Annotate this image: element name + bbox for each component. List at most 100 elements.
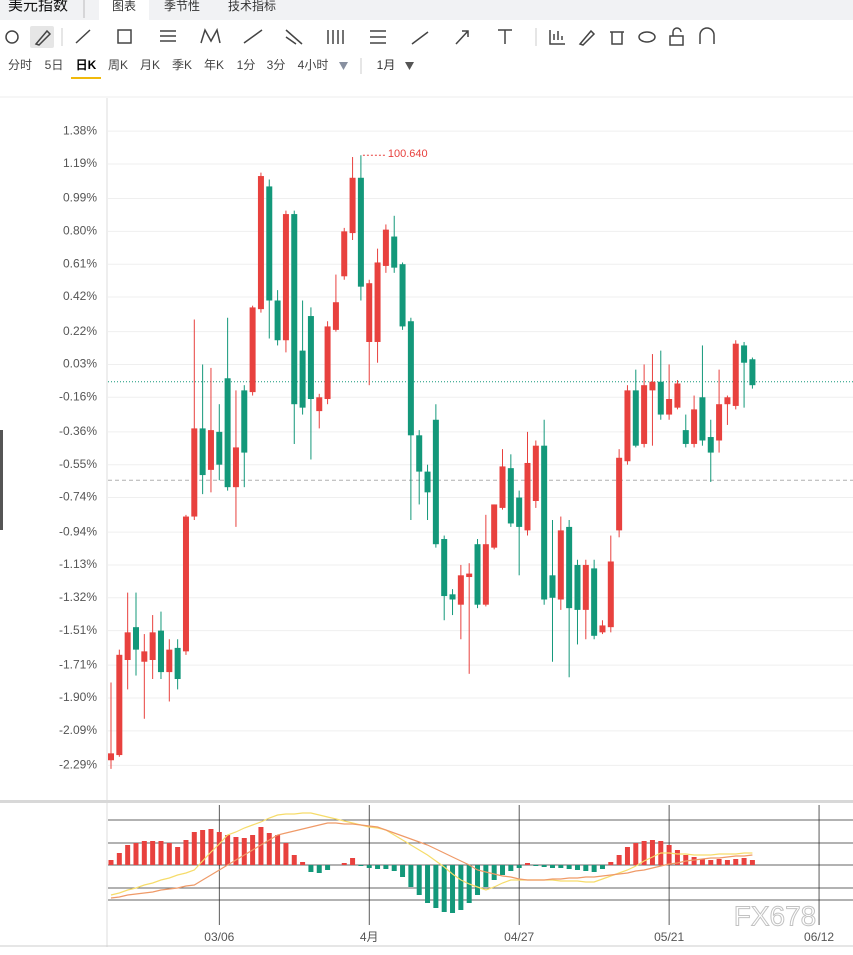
candle-body: [691, 409, 698, 444]
candle-body: [266, 186, 273, 301]
y-tick-label: -1.13%: [59, 557, 97, 571]
macd-bar: [216, 832, 222, 865]
candle-body: [141, 651, 148, 662]
candle-body: [324, 326, 331, 400]
candle-body: [299, 350, 306, 408]
dropdown-arrow[interactable]: [339, 62, 348, 70]
macd-bar: [166, 843, 172, 865]
macd-bar: [408, 865, 414, 887]
x-tick-label: 04/27: [504, 930, 534, 944]
macd-bar: [649, 840, 655, 865]
tool-icon: [610, 31, 624, 45]
macd-bar: [266, 833, 272, 865]
macd-line: [110, 822, 753, 899]
period[interactable]: 季K: [172, 58, 192, 72]
macd-bar: [400, 865, 406, 877]
macd-bar: [291, 855, 297, 865]
tool-icon: [285, 29, 303, 45]
macd-bar: [633, 843, 639, 865]
macd-bar: [475, 865, 481, 895]
candle-body: [591, 568, 598, 636]
macd-bar: [241, 838, 247, 865]
tool-icon: [34, 29, 52, 46]
candle-body: [232, 447, 239, 488]
candle-body: [699, 397, 706, 441]
macd-bar: [574, 865, 580, 870]
period[interactable]: 周K: [108, 58, 128, 72]
watermark: FX678: [734, 900, 817, 931]
candle-body: [441, 539, 448, 597]
macd-bar: [541, 865, 547, 867]
macd-bar: [441, 865, 447, 912]
period[interactable]: 日K: [76, 58, 97, 72]
candle-body: [108, 753, 114, 761]
macd-bar: [533, 865, 539, 866]
candle-body: [249, 307, 256, 393]
macd-bar: [366, 865, 372, 868]
macd-bar: [683, 855, 689, 865]
candle-body: [507, 468, 514, 524]
candle-body: [157, 630, 164, 673]
annotation: 100.640: [388, 148, 428, 160]
macd-bar: [733, 859, 739, 865]
candle-body: [482, 544, 489, 605]
macd-bar: [158, 841, 164, 865]
y-tick-label: 1.19%: [63, 156, 97, 170]
candle-body: [574, 564, 581, 610]
candle-body: [224, 378, 231, 488]
period[interactable]: 3分: [267, 58, 286, 72]
candle-body: [499, 466, 506, 508]
macd-bar: [599, 865, 605, 869]
candle-body: [516, 497, 523, 527]
macd-bar: [674, 850, 680, 865]
macd-bar: [500, 865, 506, 875]
macd-bar: [208, 829, 214, 865]
candle-body: [741, 345, 748, 363]
candle-body: [491, 504, 498, 548]
candle-body: [357, 177, 364, 287]
period[interactable]: 分时: [8, 58, 32, 72]
candle-body: [132, 627, 139, 650]
candle-body: [607, 561, 614, 628]
tab[interactable]: 图表: [112, 0, 136, 13]
y-tick-label: -2.09%: [59, 723, 97, 737]
period[interactable]: 月K: [140, 58, 160, 72]
tool-icon: [327, 30, 344, 44]
macd-bar: [141, 841, 147, 865]
tool-icon: [370, 30, 386, 44]
candle-body: [241, 390, 248, 453]
tool-icon: [578, 29, 596, 46]
y-tick-label: -0.55%: [59, 457, 97, 471]
candle-body: [632, 390, 639, 446]
y-tick-label: -2.29%: [59, 758, 97, 772]
candle-body: [274, 300, 281, 341]
candle-body: [416, 435, 423, 472]
candle-body: [149, 632, 156, 660]
macd-bar: [591, 865, 597, 872]
period[interactable]: 5日: [45, 58, 64, 72]
macd-bar: [516, 865, 522, 868]
candle-body: [382, 229, 389, 266]
candle-body: [307, 316, 314, 400]
candle-body: [174, 647, 181, 680]
period[interactable]: 1分: [237, 58, 256, 72]
macd-bar: [741, 858, 747, 865]
macd-bar: [283, 843, 289, 865]
tab[interactable]: 季节性: [164, 0, 200, 13]
range-selector[interactable]: 1月: [377, 58, 396, 72]
tool-icon: [5, 30, 19, 44]
macd-bar: [666, 845, 672, 865]
macd-bar: [275, 835, 281, 865]
period[interactable]: 年K: [204, 58, 224, 72]
candle-body: [349, 177, 356, 234]
period[interactable]: 4小时: [298, 58, 329, 72]
x-tick-label: 4月: [360, 930, 379, 944]
toolbar: [5, 26, 715, 48]
dropdown-arrow[interactable]: [405, 62, 414, 70]
tool-icon: [455, 30, 469, 45]
candle-body: [641, 385, 648, 444]
macd-bar: [358, 865, 364, 866]
macd-bar: [558, 865, 564, 868]
candle-body: [366, 283, 373, 342]
tab[interactable]: 技术指标: [228, 0, 276, 13]
